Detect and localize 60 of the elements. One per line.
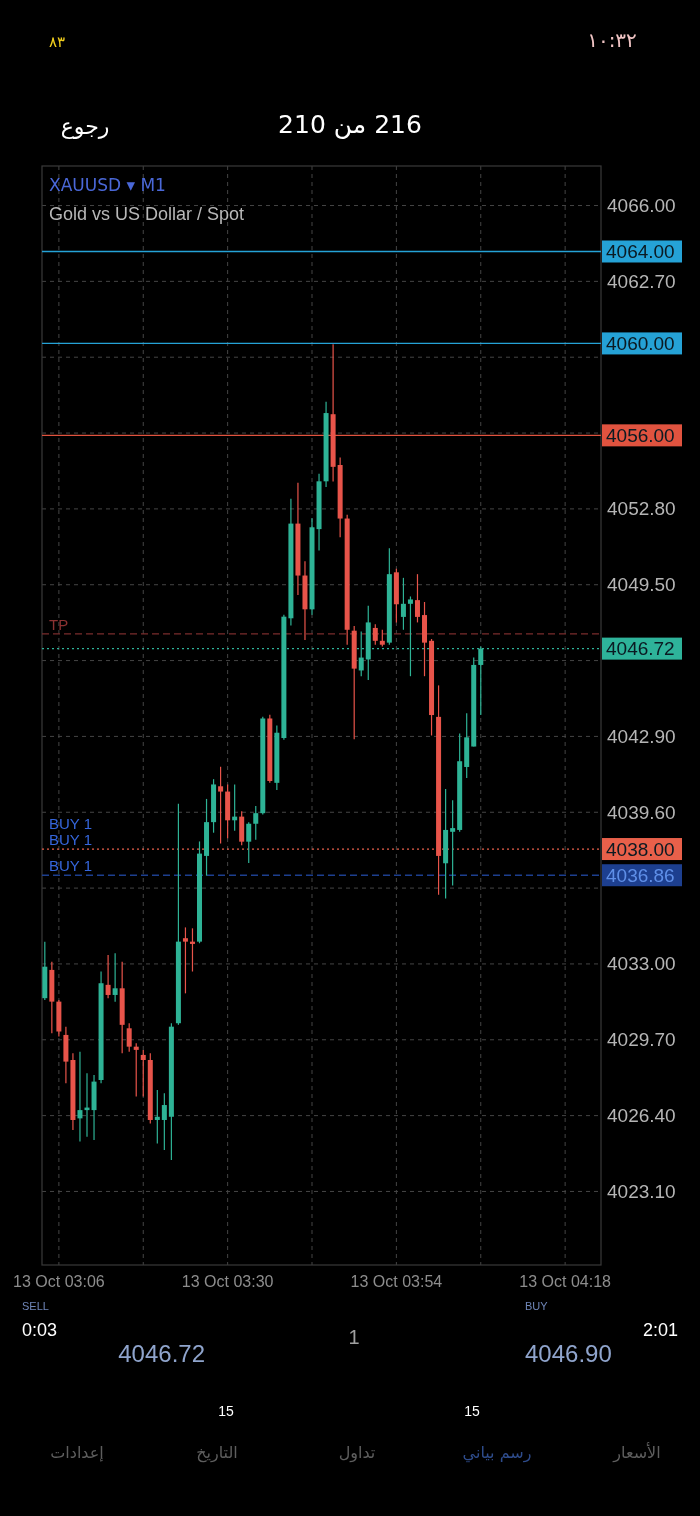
candlestick [182,926,188,994]
text: 15 [464,1403,480,1419]
y-tick-label: 4033.00 [607,953,676,975]
y-tick-label: 4052.80 [607,498,676,520]
x-tick-label: 13 Oct 04:18 [519,1273,612,1290]
annotation: TP [49,615,69,633]
text: 4046.90 [525,1339,612,1367]
text: 2:01 [642,1320,678,1340]
candlestick [77,1051,83,1143]
candlestick [414,573,420,624]
text: 0:03 [22,1320,58,1340]
ref-line-label: 4038.00 [606,838,675,860]
text: XAUUSD ▾ M1 [49,175,166,195]
text: BUY [525,1300,549,1312]
candlestick [372,623,378,646]
y-tick-label: 4062.70 [607,270,676,292]
text: SELL [22,1300,49,1312]
candlestick [112,952,118,1003]
y-tick-label: 4029.70 [607,1029,676,1051]
text: رجوع [60,113,110,139]
text: 4046.72 [118,1339,205,1367]
candlestick [246,821,252,864]
text: الأسعار [612,1441,661,1463]
candlestick [253,805,259,841]
y-tick-label: 4042.90 [607,725,676,747]
y-tick-label: 4039.60 [607,801,676,823]
text: رسم بياني [462,1442,532,1463]
candlestick [450,799,456,887]
ref-line-label: 4064.00 [606,240,675,262]
candlestick [126,1022,132,1053]
x-tick-label: 13 Oct 03:30 [181,1273,274,1290]
candlestick [133,1042,139,1098]
y-tick-label: 4049.50 [607,574,676,596]
annotation: BUY 1 [49,815,93,833]
ref-line-label: 4060.00 [606,332,675,354]
candlestick [218,766,224,845]
annotation: BUY 1 [49,857,93,875]
text: ٨٣ [48,33,66,51]
candlestick [140,1049,146,1098]
text: التاريخ [196,1442,238,1463]
text: إعدادات [50,1442,104,1462]
candlestick [154,1089,160,1145]
x-tick-label: 13 Oct 03:54 [350,1273,443,1290]
text: 15 [218,1403,234,1419]
ref-line-label: 4046.72 [606,638,675,660]
x-tick-label: 13 Oct 03:06 [13,1273,105,1290]
annotation: BUY 1 [49,831,93,849]
text: تداول [338,1442,376,1463]
ref-line-label: 4056.00 [606,424,675,446]
ref-line-label: 4036.86 [606,864,675,886]
candlestick [161,1092,167,1151]
text: 1 [348,1326,360,1348]
y-tick-label: 4026.40 [607,1105,676,1127]
candlestick [189,927,195,973]
candlestick [105,954,111,999]
text: ١٠:٣٢ [587,28,637,52]
y-tick-label: 4023.10 [607,1180,676,1202]
y-tick-label: 4066.00 [607,195,676,217]
text: Gold vs US Dollar / Spot [49,204,245,224]
candlestick [400,577,406,631]
